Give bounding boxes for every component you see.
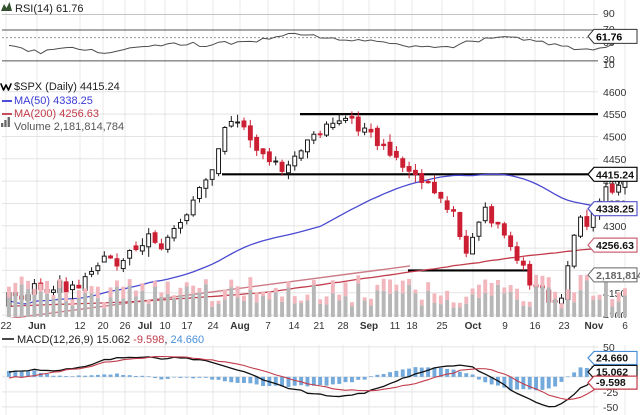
svg-text:4550: 4550	[603, 109, 627, 121]
svg-text:23: 23	[558, 321, 570, 332]
svg-text:-50: -50	[603, 402, 618, 414]
svg-text:16: 16	[529, 321, 541, 332]
svg-text:Nov: Nov	[585, 321, 604, 332]
svg-text:18: 18	[406, 321, 418, 332]
svg-text:Sep: Sep	[360, 321, 378, 332]
svg-text:Volume 2,181,814,784: Volume 2,181,814,784	[14, 121, 124, 133]
svg-text:14: 14	[288, 321, 300, 332]
svg-text:RSI(14) 61.76: RSI(14) 61.76	[15, 3, 83, 15]
svg-text:MA(200) 4256.63: MA(200) 4256.63	[14, 108, 99, 120]
svg-text:12: 12	[74, 321, 86, 332]
svg-text:11: 11	[390, 321, 401, 332]
svg-text:25: 25	[436, 321, 448, 332]
svg-text:MA(50) 4338.25: MA(50) 4338.25	[14, 95, 93, 107]
svg-text:MACD(12,26,9) 15.062 -9.598, 2: MACD(12,26,9) 15.062 -9.598, 24.660	[17, 334, 204, 346]
svg-text:22: 22	[0, 321, 12, 332]
svg-text:17: 17	[181, 321, 193, 332]
svg-text:10: 10	[159, 321, 171, 332]
svg-text:90: 90	[603, 8, 615, 20]
svg-text:61.76: 61.76	[596, 31, 622, 43]
svg-text:Jun: Jun	[28, 321, 46, 332]
svg-text:4338.25: 4338.25	[596, 204, 634, 216]
svg-text:4415.24: 4415.24	[596, 169, 634, 181]
svg-text:2,181,814: 2,181,814	[596, 270, 640, 282]
svg-text:24.660: 24.660	[596, 352, 628, 364]
svg-text:28: 28	[337, 321, 349, 332]
svg-text:21: 21	[313, 321, 325, 332]
svg-text:6: 6	[622, 321, 628, 332]
svg-text:9: 9	[502, 321, 508, 332]
svg-text:$SPX (Daily) 4415.24: $SPX (Daily) 4415.24	[14, 81, 120, 93]
svg-text:4450: 4450	[603, 154, 627, 166]
svg-text:4256.63: 4256.63	[596, 240, 634, 252]
svg-text:Aug: Aug	[230, 321, 249, 332]
svg-text:4500: 4500	[603, 131, 627, 143]
svg-text:Oct: Oct	[465, 321, 482, 332]
svg-text:Jul: Jul	[138, 321, 153, 332]
svg-text:26: 26	[119, 321, 131, 332]
svg-text:-9.598: -9.598	[596, 377, 626, 389]
svg-text:10: 10	[603, 59, 615, 71]
svg-text:4600: 4600	[603, 87, 627, 99]
svg-text:20: 20	[97, 321, 109, 332]
svg-text:24: 24	[207, 321, 219, 332]
svg-text:7: 7	[265, 321, 271, 332]
svg-text:4300: 4300	[603, 221, 627, 233]
